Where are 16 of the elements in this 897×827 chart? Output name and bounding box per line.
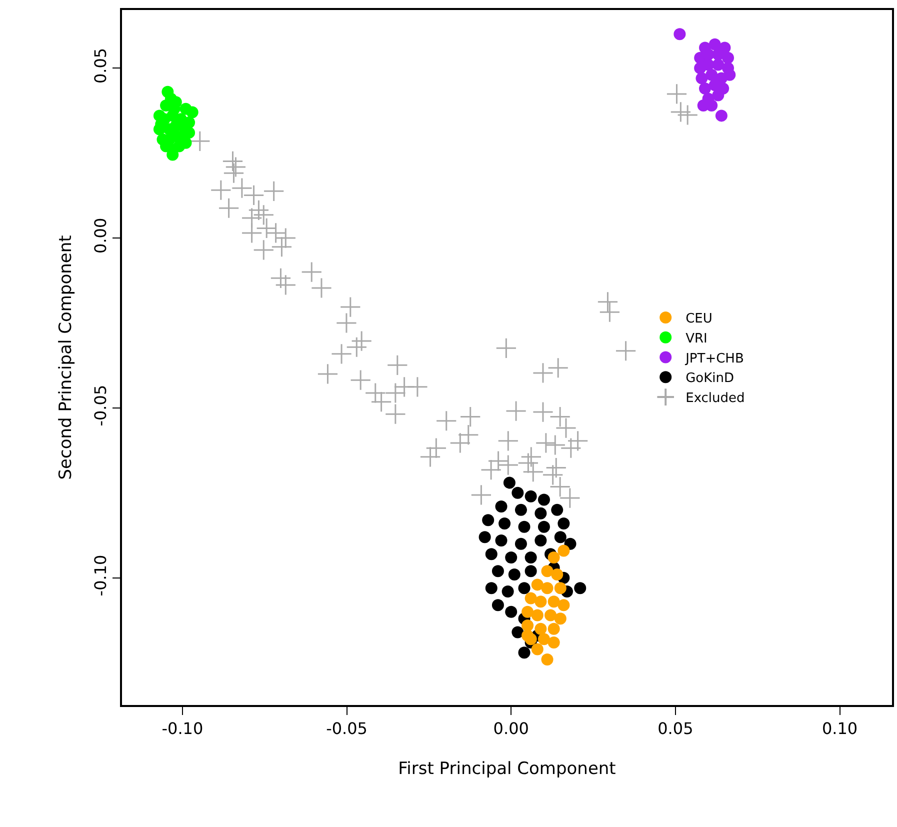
x-tick-label: -0.10 [162,718,204,738]
x-tick-label: -0.05 [326,718,368,738]
y-tick-label: -0.10 [90,554,110,596]
legend-label: CEU [686,312,712,327]
legend-label: GoKinD [686,371,734,386]
x-axis-title: First Principal Component [398,758,616,779]
x-tick-label: 0.00 [493,718,529,738]
legend-label: VRI [686,331,708,346]
legend-label: Excluded [686,391,745,406]
x-tick-label: 0.10 [822,718,858,738]
y-axis-title: Second Principal Component [56,234,76,480]
x-tick-label: 0.05 [658,718,694,738]
legend-label: JPT+CHB [684,351,744,366]
y-tick-label: 0.00 [90,218,110,254]
y-tick-label: -0.05 [90,384,110,426]
y-tick-label: 0.05 [90,48,110,84]
